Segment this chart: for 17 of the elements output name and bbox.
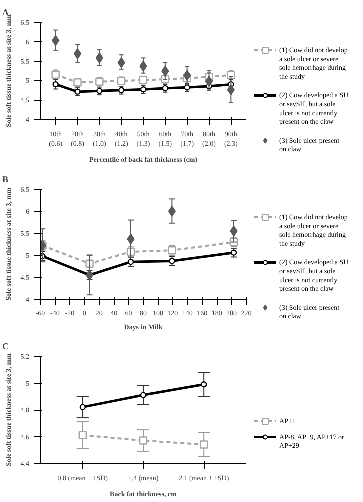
point bbox=[200, 440, 208, 449]
chart-title: C bbox=[2, 342, 9, 352]
point bbox=[230, 250, 238, 256]
chart-title: B bbox=[2, 174, 9, 184]
point bbox=[78, 431, 88, 440]
point bbox=[96, 52, 104, 64]
point bbox=[205, 76, 214, 87]
point bbox=[168, 246, 176, 255]
point bbox=[74, 48, 82, 60]
point bbox=[80, 404, 86, 410]
point bbox=[169, 258, 176, 264]
point bbox=[162, 85, 169, 92]
point bbox=[139, 436, 148, 445]
point bbox=[183, 70, 192, 82]
point bbox=[200, 381, 208, 388]
point bbox=[168, 206, 176, 217]
point bbox=[140, 392, 147, 398]
